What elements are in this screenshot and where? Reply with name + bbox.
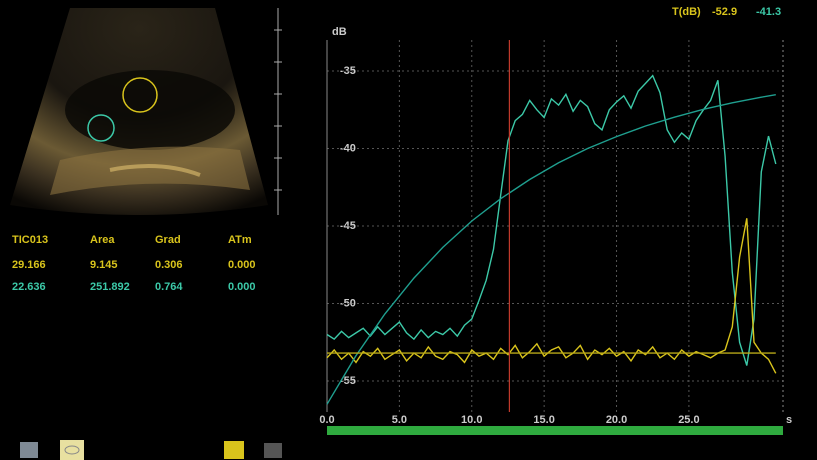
series-line [327,76,776,366]
table-cell: 29.166 [12,259,46,271]
table-cell: 0.764 [155,281,183,293]
table-header: ATm [228,234,252,246]
table-cell: 0.000 [228,259,256,271]
table-header: Grad [155,234,181,246]
tool-button[interactable] [264,443,282,458]
stats-table: TIC013 Area Grad ATm 29.166 9.145 0.306 0.000 22… [12,234,256,293]
tool-button[interactable] [224,441,244,459]
table-header: TIC013 [12,234,48,246]
screen: TIC013 Area Grad ATm 29.166 9.145 0.306 0.000 22… [0,0,817,460]
table-cell: 0.000 [228,281,256,293]
tool-button[interactable] [60,440,84,460]
x-axis-label: s [786,414,792,426]
toolbar [20,440,282,460]
table-cell: 9.145 [90,259,118,271]
y-axis-label: dB [332,26,347,38]
table-header: Area [90,234,115,246]
readout-value: -41.3 [756,6,781,18]
tool-button[interactable] [20,442,38,458]
page: { "readout": {"label": "T(dB)", "value_a… [0,0,817,460]
readout-value: -52.9 [712,6,737,18]
series-line [327,218,776,373]
x-tick-label: 5.0 [392,414,407,426]
x-tick-label: 20.0 [606,414,627,426]
ultrasound-image [10,8,268,215]
readout-label: T(dB) [672,6,701,18]
x-tick-label: 0.0 [319,414,334,426]
x-tick-label: 10.0 [461,414,482,426]
readout: T(dB) -52.9 -41.3 [672,6,781,18]
series-line [327,95,776,405]
depth-ruler [274,8,282,215]
x-tick-label: 15.0 [533,414,554,426]
table-cell: 0.306 [155,259,183,271]
table-cell: 22.636 [12,281,46,293]
x-tick-label: 25.0 [678,414,699,426]
table-cell: 251.892 [90,281,130,293]
timeline-bar [327,426,783,435]
